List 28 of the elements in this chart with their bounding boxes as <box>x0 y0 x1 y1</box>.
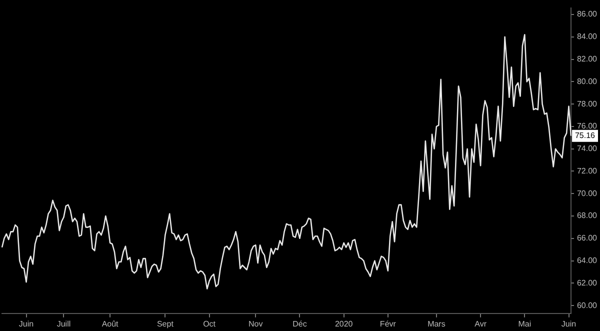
y-tick-label: 76.00 <box>576 122 598 131</box>
x-tick-label: Juill <box>56 319 71 328</box>
x-tick-label: Mars <box>428 319 446 328</box>
x-tick-label: Oct <box>203 319 216 328</box>
x-tick-label: Avr <box>474 319 487 328</box>
y-tick-label: 80.00 <box>576 76 598 86</box>
y-tick-label: 70.00 <box>576 188 598 198</box>
x-tick-label: Nov <box>248 319 263 328</box>
y-tick-label: 86.00 <box>576 10 598 19</box>
y-tick-label: 62.00 <box>576 278 598 288</box>
y-tick-label: 68.00 <box>576 211 598 220</box>
x-tick-label: Août <box>102 319 120 328</box>
x-tick-label: Juin <box>561 319 576 328</box>
x-tick-label: Févr <box>380 319 396 328</box>
x-tick-label: Mai <box>518 319 532 328</box>
y-tick-label: 72.00 <box>576 166 598 176</box>
y-tick-label: 64.00 <box>576 256 598 265</box>
x-tick-label: Sept <box>156 319 174 328</box>
y-tick-label: 66.00 <box>576 234 598 243</box>
x-tick-label: Déc <box>292 319 307 328</box>
x-tick-label: Juin <box>18 319 34 328</box>
x-tick-label: 2020 <box>334 319 354 328</box>
y-tick-label: 60.00 <box>576 300 598 310</box>
y-tick-label: 78.00 <box>576 99 598 108</box>
annotation: 75.16 <box>574 131 596 140</box>
y-tick-label: 74.00 <box>576 144 598 154</box>
y-tick-label: 82.00 <box>576 54 598 64</box>
y-tick-label: 84.00 <box>576 32 598 42</box>
